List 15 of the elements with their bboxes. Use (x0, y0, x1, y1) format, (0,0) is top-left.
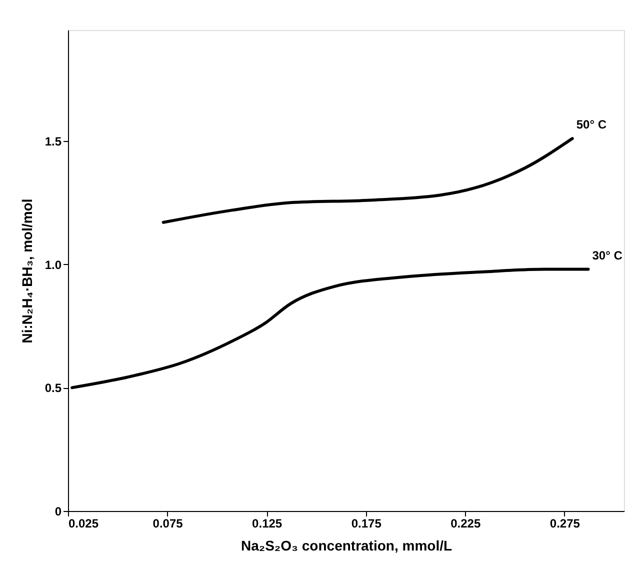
y-tick-label: 1.0 (44, 258, 62, 272)
y-axis-title: Ni:N₂H₄·BH₃, mol/mol (18, 198, 35, 344)
line-series (162, 137, 574, 224)
series-label: 30° C (592, 248, 623, 262)
x-tick-label: 0.225 (450, 516, 481, 530)
x-tick-label: 0.275 (550, 516, 580, 530)
y-tick-label: 0 (54, 504, 62, 518)
x-tick-label: 0.025 (68, 516, 99, 530)
x-tick-label: 0.125 (252, 516, 282, 530)
y-tick-label: 1.5 (44, 134, 62, 148)
x-tick-label: 0.075 (152, 516, 184, 530)
series-label: 50° C (576, 118, 607, 132)
x-tick-label: 0.175 (351, 516, 382, 530)
x-axis-title: Na₂S₂O₃ concentration, mmol/L (240, 538, 452, 554)
y-tick-label: 0.5 (44, 381, 62, 396)
